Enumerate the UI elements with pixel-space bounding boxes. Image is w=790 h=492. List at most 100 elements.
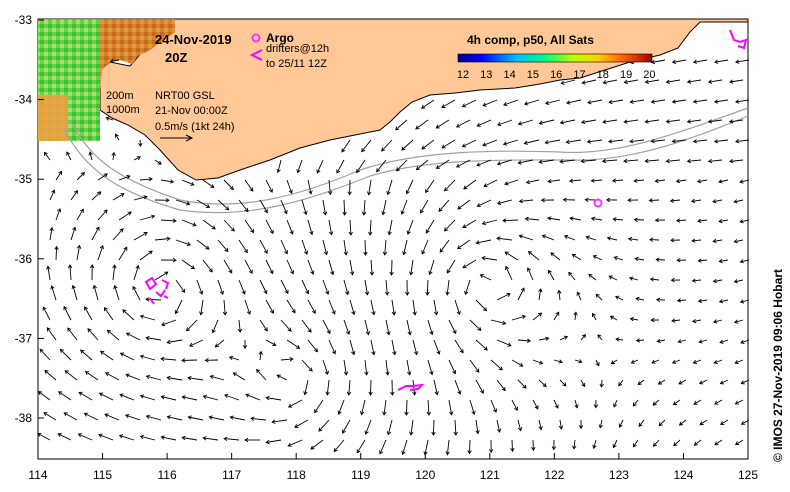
- current-arrow: [601, 158, 618, 164]
- current-arrow: [379, 439, 387, 455]
- current-arrow: [551, 439, 557, 451]
- current-arrow: [80, 349, 93, 361]
- current-arrow: [612, 217, 624, 222]
- current-arrow: [133, 156, 141, 161]
- current-arrow: [439, 239, 450, 253]
- current-arrow: [301, 319, 312, 333]
- current-arrow: [608, 139, 624, 144]
- current-arrow: [70, 189, 78, 201]
- current-arrow: [692, 99, 708, 104]
- current-arrow: [125, 373, 141, 381]
- current-arrow: [524, 216, 540, 222]
- current-arrow: [91, 226, 100, 241]
- current-arrow: [391, 299, 397, 316]
- current-arrow: [421, 239, 429, 255]
- current-arrow: [623, 158, 639, 164]
- current-arrow: [531, 439, 536, 452]
- current-arrow: [557, 289, 562, 301]
- current-arrow: [244, 259, 253, 274]
- current-arrow: [678, 379, 687, 385]
- current-arrow: [497, 119, 513, 127]
- current-arrow: [482, 139, 498, 147]
- current-arrow: [364, 419, 372, 435]
- current-arrow: [615, 337, 624, 342]
- current-arrow: [238, 239, 248, 254]
- current-arrow: [609, 315, 618, 321]
- current-arrow: [286, 219, 294, 235]
- current-arrow: [628, 276, 639, 281]
- current-arrow: [627, 198, 639, 203]
- current-arrow: [364, 319, 371, 336]
- current-arrow: [322, 319, 331, 335]
- current-arrow: [250, 416, 267, 421]
- current-arrow: [343, 239, 348, 256]
- current-arrow: [435, 159, 450, 169]
- current-arrow: [401, 139, 414, 151]
- current-arrow: [160, 179, 175, 184]
- current-arrow: [698, 379, 708, 385]
- current-arrow: [343, 359, 349, 376]
- current-arrow: [425, 219, 435, 234]
- current-arrow: [496, 199, 513, 206]
- x-tick-label: 118: [287, 468, 306, 482]
- current-arrow: [204, 358, 219, 363]
- current-arrow: [83, 412, 99, 421]
- current-arrow: [223, 179, 234, 191]
- current-arrow: [590, 216, 603, 222]
- current-arrow: [740, 339, 750, 344]
- current-arrow: [476, 199, 492, 208]
- current-arrow: [671, 359, 681, 364]
- current-arrow: [160, 218, 177, 223]
- current-arrow: [527, 251, 540, 261]
- current-arrow: [602, 119, 618, 124]
- current-arrow: [412, 339, 419, 356]
- current-arrow: [719, 339, 729, 344]
- current-arrow: [54, 245, 59, 261]
- colorbar-tick-label: 12: [457, 69, 469, 81]
- current-arrow: [453, 419, 458, 436]
- current-arrow: [690, 198, 702, 204]
- current-arrow: [98, 433, 114, 441]
- current-arrow: [294, 419, 309, 428]
- current-arrow: [657, 379, 666, 385]
- current-arrow: [475, 339, 488, 351]
- current-arrow: [428, 259, 435, 276]
- depth-200-label: 200m: [106, 90, 134, 102]
- current-arrow: [376, 159, 387, 173]
- current-arrow: [303, 379, 309, 396]
- current-arrow: [571, 253, 582, 261]
- current-arrow: [160, 258, 177, 263]
- current-arrow: [301, 199, 308, 216]
- current-arrow: [49, 189, 56, 201]
- colorbar-tick-label: 20: [643, 69, 655, 81]
- current-arrow: [713, 139, 729, 144]
- current-arrow: [538, 119, 555, 125]
- current-arrow: [265, 179, 273, 193]
- current-arrow: [445, 279, 450, 296]
- current-arrow: [490, 359, 503, 371]
- current-arrow: [446, 259, 456, 274]
- current-arrow: [678, 419, 687, 426]
- current-arrow: [67, 327, 78, 341]
- current-arrow: [381, 199, 387, 216]
- current-arrow: [84, 371, 99, 381]
- drifter-track: [144, 276, 170, 305]
- current-arrow: [185, 319, 198, 332]
- current-arrow: [676, 298, 687, 303]
- current-arrow: [720, 419, 729, 425]
- current-arrow: [565, 139, 582, 145]
- current-arrow: [286, 339, 301, 349]
- current-arrow: [540, 198, 555, 203]
- current-arrow: [43, 151, 51, 161]
- current-arrow: [113, 284, 120, 301]
- current-arrow: [469, 359, 480, 373]
- current-arrow: [400, 199, 408, 215]
- current-arrow: [675, 218, 687, 223]
- current-arrow: [97, 244, 104, 261]
- current-arrow: [632, 439, 639, 448]
- current-arrow: [119, 393, 135, 401]
- current-arrow: [671, 59, 687, 65]
- current-arrow: [166, 339, 183, 345]
- current-arrow: [349, 259, 355, 276]
- current-arrow: [223, 259, 233, 274]
